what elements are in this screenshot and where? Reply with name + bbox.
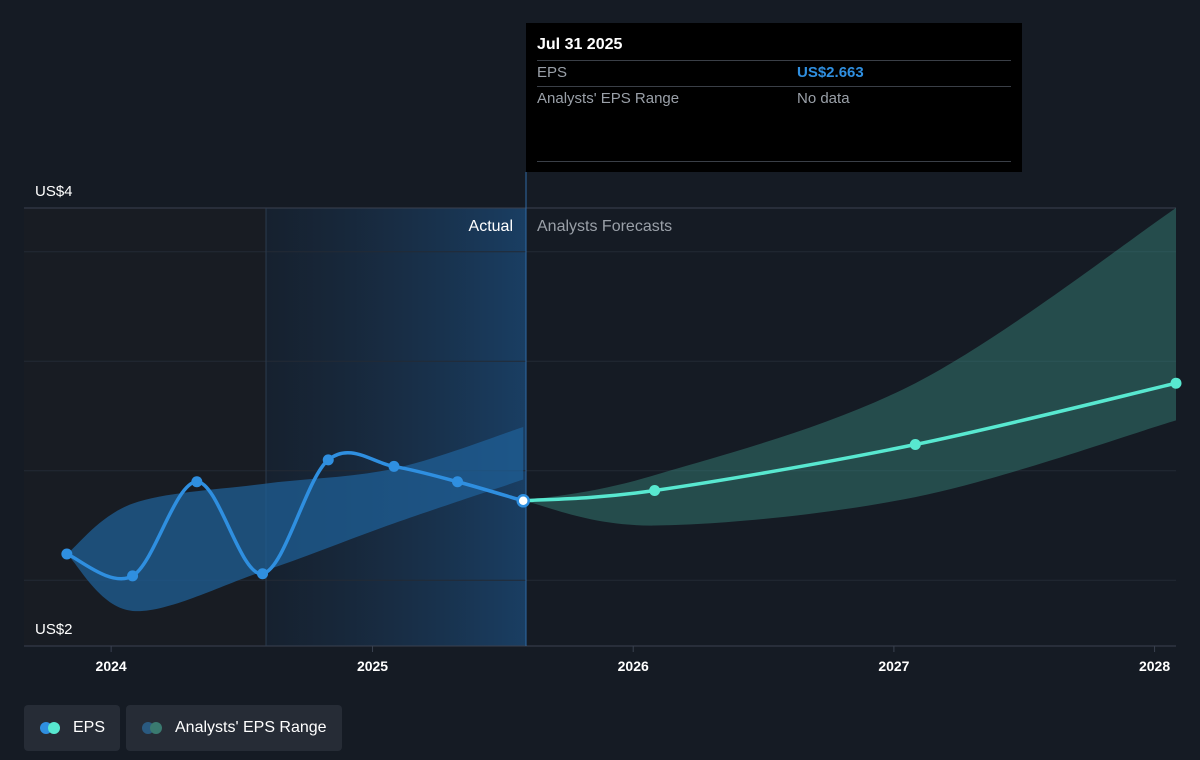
actual-label: Actual <box>469 218 513 235</box>
tooltip-divider <box>537 112 1011 162</box>
eps-point-forecast <box>909 439 921 451</box>
eps-legend-icon <box>40 722 64 734</box>
eps-point-forecast <box>649 485 661 497</box>
eps-point-actual <box>191 476 203 488</box>
legend-eps[interactable]: EPS <box>24 705 120 751</box>
eps-point-actual <box>388 460 400 472</box>
eps-point-actual <box>61 548 73 560</box>
eps-point-actual <box>257 568 269 580</box>
forecast-label: Analysts Forecasts <box>537 218 672 235</box>
tooltip: Jul 31 2025 EPS US$2.663 Analysts' EPS R… <box>526 23 1022 172</box>
legend-eps-range[interactable]: Analysts' EPS Range <box>126 705 342 751</box>
tooltip-range-value: No data <box>797 90 850 107</box>
eps-range-legend-icon <box>142 722 166 734</box>
legend-eps-label: EPS <box>73 719 106 736</box>
eps-point-forecast <box>1170 377 1182 389</box>
eps-point-actual <box>452 476 464 488</box>
tooltip-eps-label: EPS <box>537 64 568 81</box>
y-tick-label: US$2 <box>35 621 73 638</box>
y-tick-label: US$4 <box>35 183 73 200</box>
tooltip-eps-value: US$2.663 <box>797 64 864 81</box>
eps-line-forecast <box>523 381 1177 503</box>
eps-point-actual <box>127 570 139 582</box>
actual-region <box>266 208 526 646</box>
tooltip-row-eps: EPS US$2.663 <box>537 60 1011 86</box>
eps-range-band-forecast <box>523 208 1176 526</box>
tooltip-range-label: Analysts' EPS Range <box>537 90 680 107</box>
x-tick-label: 2027 <box>878 658 909 674</box>
x-tick-label: 2024 <box>96 658 127 674</box>
x-tick-label: 2025 <box>357 658 388 674</box>
eps-point-current <box>516 494 530 508</box>
tooltip-date: Jul 31 2025 <box>537 36 623 53</box>
legend-eps-range-label: Analysts' EPS Range <box>175 719 327 736</box>
x-tick-label: 2028 <box>1139 658 1170 674</box>
tooltip-row-range: Analysts' EPS Range No data <box>537 86 1011 112</box>
x-tick-label: 2026 <box>618 658 649 674</box>
eps-point-actual <box>322 454 334 466</box>
eps-chart: 2024 2025 2026 2027 2028 US$4 US$2 Actual Anal… <box>24 172 1182 674</box>
eps-line-actual <box>66 451 524 581</box>
